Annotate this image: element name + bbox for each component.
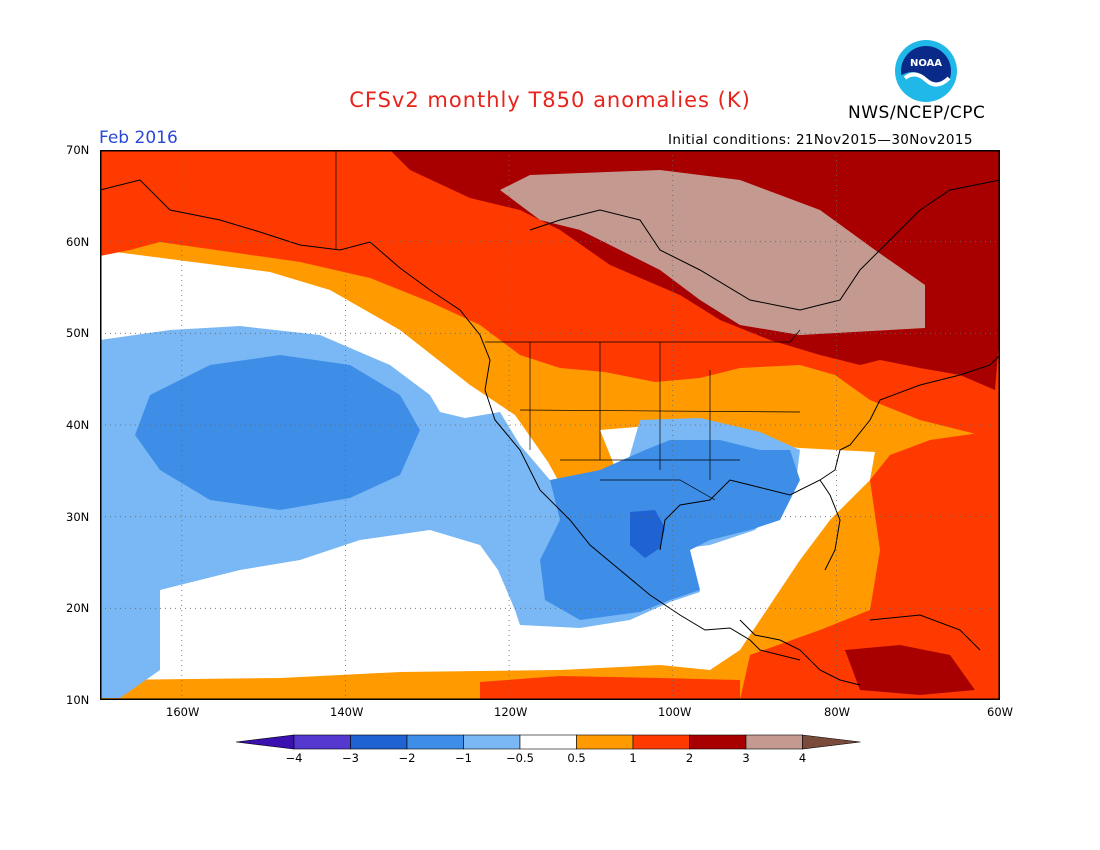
noaa-logo-icon: NOAA [893, 38, 959, 104]
colorbar [235, 732, 866, 756]
colorbar-segment [293, 734, 351, 750]
map-grid [100, 150, 1000, 700]
month-label: Feb 2016 [99, 128, 178, 148]
colorbar-segment [519, 734, 577, 750]
lat-label-10n: 10N [66, 693, 90, 707]
colorbar-tick-label: 3 [742, 751, 750, 765]
colorbar-segment [350, 734, 408, 750]
anomaly-warm-south [480, 676, 740, 700]
anomaly-map [100, 150, 1000, 704]
anomaly-dark-red-caribbean [845, 645, 975, 695]
colorbar-segment [745, 734, 803, 750]
lat-label-20n: 20N [66, 601, 90, 615]
colorbar-arrow-high [802, 734, 861, 750]
colorbar-segment [632, 734, 690, 750]
initial-conditions-label: Initial conditions: 21Nov2015—30Nov2015 [668, 132, 973, 148]
colorbar-tick-label: 4 [798, 751, 807, 765]
lon-label-140w: 140W [330, 705, 364, 719]
agency-label: NWS/NCEP/CPC [848, 103, 986, 123]
lat-label-60n: 60N [66, 235, 90, 249]
lon-label-160w: 160W [166, 705, 200, 719]
colorbar-tick-label: 1 [629, 751, 637, 765]
lat-label-70n: 70N [66, 143, 90, 157]
colorbar-tick-label: −1 [455, 751, 472, 765]
colorbar-tick-label: 0.5 [567, 751, 586, 765]
map-svg [100, 150, 1000, 700]
anomaly-medium-blue-pacific [135, 355, 420, 510]
colorbar-tick-label: −2 [398, 751, 416, 765]
colorbar-svg [235, 734, 861, 750]
colorbar-segment [689, 734, 747, 750]
lat-label-30n: 30N [66, 510, 90, 524]
colorbar-tick-label: 2 [685, 751, 694, 765]
anomaly-medium-blue-mexico [540, 440, 800, 620]
lon-label-80w: 80W [824, 705, 851, 719]
lon-label-60w: 60W [987, 705, 1014, 719]
lon-label-120w: 120W [494, 705, 528, 719]
lon-label-100w: 100W [658, 705, 692, 719]
logo-text: NOAA [910, 58, 942, 69]
colorbar-arrow-low [235, 734, 295, 750]
map-frame [100, 150, 1000, 700]
anomaly-dark-blue [630, 510, 665, 558]
lat-label-50n: 50N [66, 326, 90, 340]
lat-label-40n: 40N [66, 418, 90, 432]
coastlines [100, 179, 1000, 686]
chart-title: CFSv2 monthly T850 anomalies (K) [349, 88, 751, 112]
colorbar-segment [576, 734, 634, 750]
colorbar-segment [463, 734, 521, 750]
colorbar-segment [406, 734, 464, 750]
anomaly-warm-east [740, 430, 1000, 700]
colorbar-tick-label: −3 [342, 751, 359, 765]
colorbar-tick-label: −4 [285, 751, 303, 765]
colorbar-tick-label: −0.5 [506, 751, 534, 765]
